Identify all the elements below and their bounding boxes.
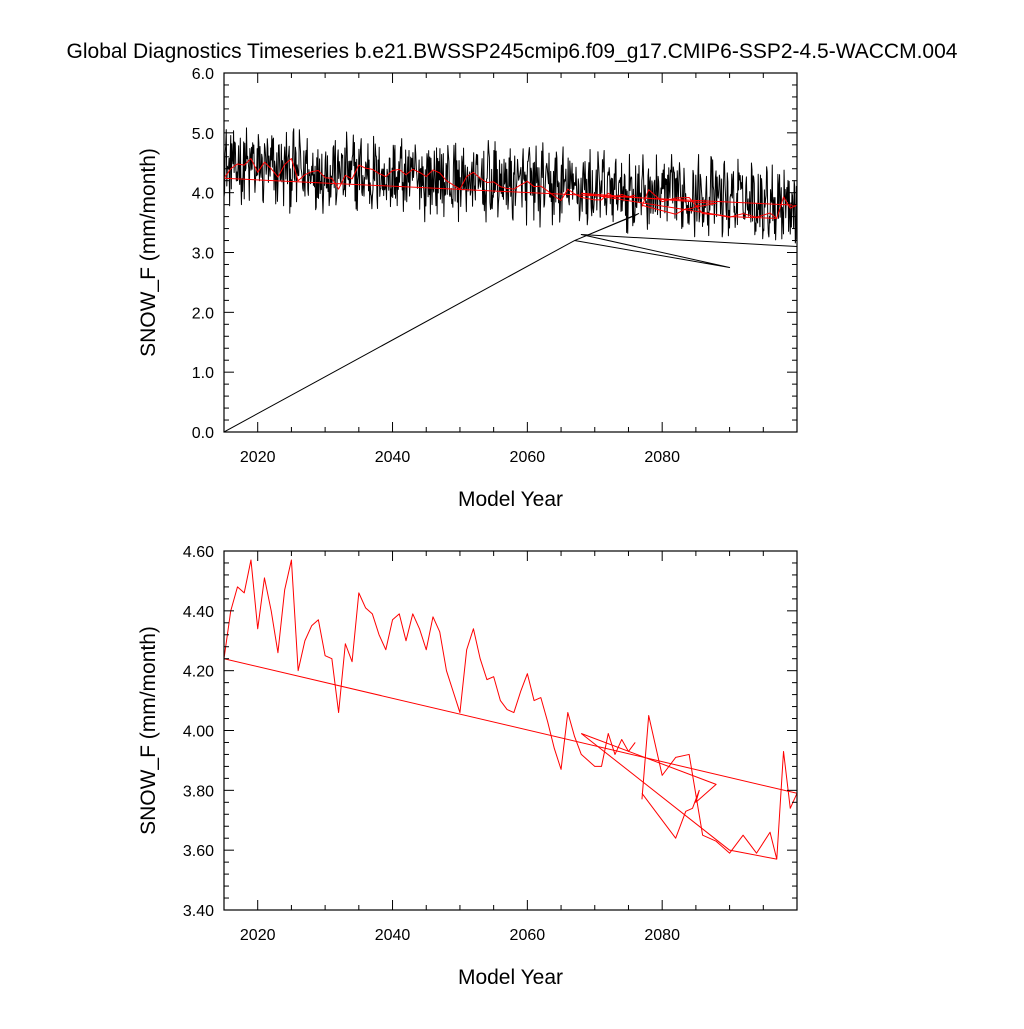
y-tick-label: 3.40 — [183, 903, 214, 920]
annual-segment — [224, 177, 797, 206]
annual-segment — [641, 189, 797, 219]
plot-frame — [223, 72, 798, 433]
y-tick-label: 2.0 — [192, 305, 214, 322]
annual-segment — [224, 658, 797, 794]
plot-frame — [223, 550, 798, 911]
monthly-segment — [224, 213, 797, 432]
x-tick-label: 2060 — [510, 927, 546, 944]
y-tick-label: 5.0 — [192, 126, 214, 143]
monthly-series — [224, 127, 797, 432]
y-axis-label: SNOW_F (mm/month) — [137, 148, 160, 357]
y-tick-label: 6.0 — [192, 66, 214, 83]
annual-line — [224, 158, 636, 201]
plot-area — [224, 559, 797, 860]
x-tick-label: 2020 — [240, 449, 276, 466]
bottom-panel: 2020 2040 2060 2080 3.40 3.60 3.80 4.00 4.20 4.40… — [137, 544, 798, 989]
top-panel: 2020 2040 2060 2080 0.0 1.0 2.0 3.0 4.0 5.0 6.0 Mod… — [137, 66, 798, 511]
y-tick-label: 4.40 — [183, 604, 214, 621]
y-axis-label: SNOW_F (mm/month) — [137, 626, 160, 835]
x-tick-label: 2040 — [375, 927, 411, 944]
plot-area — [224, 127, 797, 432]
y-tick-label: 4.60 — [183, 544, 214, 561]
y-tick-label: 3.60 — [183, 843, 214, 860]
annual-series — [224, 158, 797, 219]
monthly-line — [224, 127, 797, 244]
annual-segment — [581, 192, 777, 219]
y-tick-label: 0.0 — [192, 425, 214, 442]
annual-line — [224, 559, 636, 770]
x-tick-label: 2080 — [644, 927, 680, 944]
y-tick-label: 1.0 — [192, 365, 214, 382]
annual-segment — [580, 733, 777, 860]
annual-segment — [641, 715, 797, 860]
x-axis-label: Model Year — [458, 488, 563, 511]
y-tick-label: 4.00 — [183, 724, 214, 741]
x-tick-label: 2080 — [644, 449, 680, 466]
annual-segment — [581, 733, 717, 839]
x-tick-label: 2060 — [510, 449, 546, 466]
annual-segment — [581, 192, 717, 215]
x-tick-label: 2040 — [375, 449, 411, 466]
y-tick-label: 3.0 — [192, 246, 214, 263]
x-tick-label: 2020 — [240, 927, 276, 944]
x-axis-label: Model Year — [458, 966, 563, 989]
figure-title: Global Diagnostics Timeseries b.e21.BWSS… — [67, 40, 958, 63]
y-tick-label: 4.20 — [183, 664, 214, 681]
y-tick-label: 3.80 — [183, 783, 214, 800]
y-tick-label: 4.0 — [192, 186, 214, 203]
annual-series — [224, 559, 797, 860]
